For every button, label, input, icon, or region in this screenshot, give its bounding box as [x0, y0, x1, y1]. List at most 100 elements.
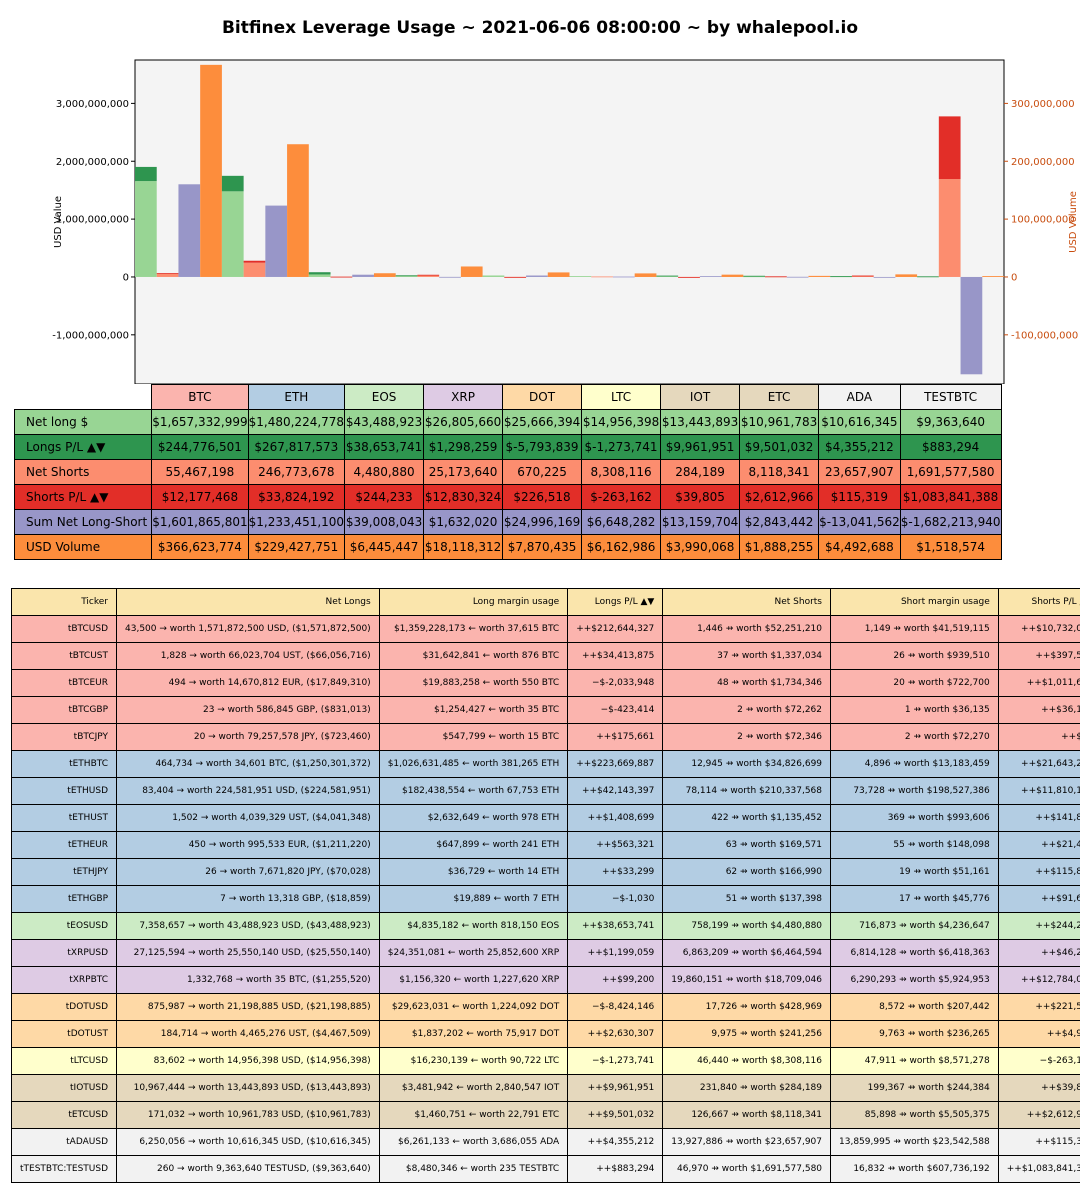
summary-cell: 8,118,341	[739, 459, 820, 485]
detail-cell: 369 ⇸ worth $993,606	[830, 804, 999, 832]
summary-cell: $18,118,312	[423, 534, 504, 560]
summary-row: Net long $ $1,657,332,999 $1,480,224,778 $4…	[13, 409, 1002, 435]
detail-cell: ++$42,143,397	[567, 777, 664, 805]
detail-row: tETHJPY 26 → worth 7,671,820 JPY, ($70,02…	[10, 858, 1080, 886]
detail-cell: ++$76	[997, 723, 1080, 751]
summary-cell: $6,445,447	[344, 534, 425, 560]
detail-cell: 1 ⇸ worth $36,135	[830, 696, 999, 724]
detail-col-header: Short margin usage	[830, 588, 999, 616]
summary-cell: $-1,682,213,940	[899, 509, 1002, 535]
summary-cell: $14,956,398	[581, 409, 662, 435]
detail-col-header: Net Shorts	[662, 588, 832, 616]
detail-ticker: tEOSUSD	[10, 912, 118, 940]
summary-col-header: ADA	[818, 384, 901, 410]
detail-ticker: tETHUSD	[10, 777, 118, 805]
bar-usd-volume	[287, 144, 309, 277]
bar-net-long	[135, 181, 157, 277]
detail-cell: $24,351,081 ← worth 25,852,600 XRP	[378, 939, 569, 967]
detail-cell: $29,623,031 ← worth 1,224,092 DOT	[378, 993, 569, 1021]
summary-col-header: ETH	[247, 384, 346, 410]
detail-cell: ++$1,199,059	[567, 939, 664, 967]
detail-cell: 47,911 ⇸ worth $8,571,278	[830, 1047, 999, 1075]
detail-cell: 875,987 → worth 21,198,885 USD, ($21,198…	[116, 993, 380, 1021]
detail-cell: 17 ⇸ worth $45,776	[830, 885, 999, 913]
summary-cell: $26,805,660	[423, 409, 504, 435]
detail-row: tETHUST 1,502 → worth 4,039,329 UST, ($4,…	[10, 804, 1080, 832]
detail-cell: $547,799 ← worth 15 BTC	[378, 723, 569, 751]
summary-cell: $1,480,224,778	[247, 409, 346, 435]
detail-ticker: tETHBTC	[10, 750, 118, 778]
summary-cell: $6,162,986	[581, 534, 662, 560]
detail-cell: ++$223,669,887	[567, 750, 664, 778]
detail-cell: 37 ⇸ worth $1,337,034	[662, 642, 832, 670]
summary-cell: $43,488,923	[344, 409, 425, 435]
y-tick-label: 0	[123, 272, 129, 283]
detail-cell: −$-1,273,741	[567, 1047, 664, 1075]
y-right-tick-label: -100,000,000	[1011, 330, 1078, 341]
detail-cell: ++$883,294	[567, 1155, 664, 1183]
detail-ticker: tLTCUSD	[10, 1047, 118, 1075]
detail-cell: $4,835,182 ← worth 818,150 EOS	[378, 912, 569, 940]
summary-col-header: LTC	[581, 384, 662, 410]
bar-net-shorts	[591, 276, 613, 278]
detail-cell: 199,367 ⇸ worth $244,384	[830, 1074, 999, 1102]
detail-cell: 758,199 ⇸ worth $4,480,880	[662, 912, 832, 940]
bar-sum-net	[526, 275, 548, 277]
bar-shorts-pl	[243, 260, 266, 263]
detail-cell: $31,642,841 ← worth 876 BTC	[378, 642, 569, 670]
detail-cell: 23 → worth 586,845 GBP, ($831,013)	[116, 696, 380, 724]
detail-row: tBTCJPY 20 → worth 79,257,578 JPY, ($723,…	[10, 723, 1080, 751]
detail-cell: 55 ⇸ worth $148,098	[830, 831, 999, 859]
bar-net-long	[308, 274, 331, 277]
detail-cell: ++$4,991	[997, 1020, 1080, 1048]
detail-ticker: tIOTUSD	[10, 1074, 118, 1102]
summary-cell: $9,501,032	[739, 434, 820, 460]
detail-cell: 78,114 ⇸ worth $210,337,568	[662, 777, 832, 805]
summary-cell: $25,666,394	[502, 409, 583, 435]
summary-cell: 4,480,880	[344, 459, 425, 485]
bar-longs-pl	[917, 276, 939, 278]
summary-cell: $3,990,068	[660, 534, 741, 560]
summary-cell: 1,691,577,580	[899, 459, 1002, 485]
summary-cell: $6,648,282	[581, 509, 662, 535]
detail-cell: ++$115,829	[997, 858, 1080, 886]
detail-cell: 1,446 ⇸ worth $52,251,210	[662, 615, 832, 643]
detail-ticker: tETHEUR	[10, 831, 118, 859]
bar-longs-pl	[743, 275, 766, 277]
bar-sum-net	[873, 276, 896, 278]
detail-cell: ++$2,612,966	[997, 1101, 1080, 1129]
summary-cell: $1,518,574	[899, 534, 1002, 560]
bar-sum-net	[699, 276, 722, 278]
detail-cell: 62 ⇸ worth $166,990	[662, 858, 832, 886]
detail-cell: 43,500 → worth 1,571,872,500 USD, ($1,57…	[116, 615, 380, 643]
summary-cell: $1,233,451,100	[247, 509, 346, 535]
y-tick-label: 3,000,000,000	[56, 99, 129, 110]
summary-row-header: USD Volume	[13, 534, 153, 560]
detail-row: tEOSUSD 7,358,657 → worth 43,488,923 USD,…	[10, 912, 1080, 940]
detail-ticker: tXRPUSD	[10, 939, 118, 967]
detail-cell: 48 ⇸ worth $1,734,346	[662, 669, 832, 697]
detail-ticker: tBTCJPY	[10, 723, 118, 751]
detail-ticker: tDOTUSD	[10, 993, 118, 1021]
detail-cell: 7 → worth 13,318 GBP, ($18,859)	[116, 885, 380, 913]
summary-cell: $13,443,893	[660, 409, 741, 435]
detail-cell: ++$21,473	[997, 831, 1080, 859]
detail-cell: 6,290,293 ⇸ worth $5,924,953	[830, 966, 999, 994]
detail-cell: ++$115,319	[997, 1128, 1080, 1156]
bar-longs-pl	[135, 166, 157, 182]
summary-table: BTC ETH EOS XRP DOT LTC IOT ETC ADA TESTBTC Net lo…	[13, 384, 1002, 560]
bar-net-long	[656, 276, 679, 277]
detail-cell: $19,889 ← worth 7 ETH	[378, 885, 569, 913]
summary-row-header: Longs P/L ▲▼	[13, 434, 153, 460]
detail-cell: −$-263,162	[997, 1047, 1080, 1075]
summary-cell: 246,773,678	[247, 459, 346, 485]
bar-net-shorts	[156, 273, 179, 277]
detail-cell: $1,026,631,485 ← worth 381,265 ETH	[378, 750, 569, 778]
summary-row-header: Net long $	[13, 409, 153, 435]
detail-row: tDOTUSD 875,987 → worth 21,198,885 USD, (…	[10, 993, 1080, 1021]
detail-cell: 1,502 → worth 4,039,329 UST, ($4,041,348…	[116, 804, 380, 832]
detail-cell: 20 ⇸ worth $722,700	[830, 669, 999, 697]
summary-cell: 23,657,907	[818, 459, 901, 485]
detail-cell: ++$244,233	[997, 912, 1080, 940]
summary-cell: $10,616,345	[818, 409, 901, 435]
